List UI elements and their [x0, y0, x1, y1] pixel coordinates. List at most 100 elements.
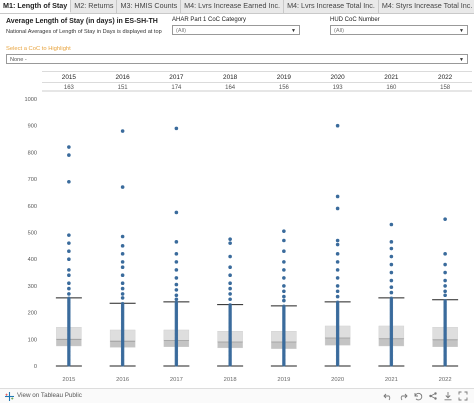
outlier-point	[282, 289, 286, 294]
data-point	[67, 296, 71, 300]
national-average-label: 163	[64, 85, 75, 91]
highlight-dropdown[interactable]: None - ▼	[6, 54, 468, 64]
outlier-point	[335, 206, 340, 211]
national-average-label: 164	[225, 85, 236, 91]
column-year-label: 2019	[277, 74, 292, 81]
outlier-point	[335, 276, 340, 280]
chart-subtitle: National Averages of Length of Stay in D…	[6, 29, 162, 35]
length-of-stay-chart: 0 100 200 300 400 500 600 700 800 900 1000 2015 163 2…	[25, 71, 472, 383]
y-tick-label: 800	[28, 150, 37, 156]
outlier-point	[67, 233, 71, 237]
undo-icon[interactable]	[383, 391, 393, 401]
y-tick-label: 200	[28, 311, 37, 317]
outlier-point	[389, 222, 394, 227]
outlier-point	[174, 293, 179, 298]
tab-item[interactable]: M3: HMIS Counts	[117, 0, 182, 13]
x-tick-label: 2019	[277, 377, 290, 383]
outlier-point	[282, 238, 286, 243]
chevron-down-icon: ▼	[291, 28, 296, 34]
ahar-filter-dropdown[interactable]: (All) ▼	[172, 25, 300, 35]
outlier-point	[335, 289, 340, 294]
outlier-point	[67, 286, 71, 291]
tab-item[interactable]: M4: Lvrs Increase Earned Inc.	[181, 0, 285, 13]
tab-item[interactable]: M4: Styrs Increase Total Inc.	[379, 0, 474, 13]
tab-item[interactable]: M2: Returns	[71, 0, 118, 13]
outlier-point	[443, 252, 447, 256]
outlier-point	[443, 278, 447, 283]
outlier-point	[282, 294, 286, 299]
outlier-point	[335, 242, 340, 247]
download-icon[interactable]	[443, 391, 453, 401]
outlier-point	[120, 265, 125, 270]
outlier-point	[67, 241, 71, 245]
outlier-point	[174, 126, 179, 131]
outlier-point	[335, 123, 340, 128]
outlier-point	[389, 254, 394, 259]
outlier-point	[67, 257, 71, 261]
outlier-point	[120, 252, 125, 256]
outlier-point	[443, 284, 447, 288]
hud-filter-label: HUD CoC Number	[330, 17, 380, 23]
tableau-logo-icon	[5, 392, 14, 401]
fullscreen-icon[interactable]	[458, 391, 468, 401]
data-point	[282, 304, 286, 308]
outlier-point	[443, 262, 447, 267]
outlier-point	[443, 270, 447, 275]
view-on-tableau-link[interactable]: View on Tableau Public	[17, 392, 82, 399]
outlier-point	[67, 273, 71, 278]
footer-toolbar	[383, 391, 468, 401]
outlier-point	[67, 268, 71, 272]
outlier-point	[282, 268, 286, 272]
y-tick-label: 300	[28, 284, 37, 290]
hud-filter-dropdown[interactable]: (All) ▼	[330, 25, 468, 35]
outlier-point	[67, 249, 71, 253]
outlier-point	[389, 270, 394, 275]
x-tick-label: 2017	[170, 377, 183, 383]
tab-item[interactable]: M1: Length of Stay	[0, 0, 72, 13]
x-tick-label: 2016	[116, 377, 129, 383]
outlier-point	[120, 292, 125, 296]
revert-icon[interactable]	[413, 391, 423, 401]
x-tick-label: 2015	[62, 377, 75, 383]
outlier-point	[389, 278, 394, 283]
outlier-point	[174, 210, 179, 215]
data-point	[174, 300, 179, 304]
data-point	[443, 299, 447, 303]
outlier-point	[228, 281, 232, 286]
footer-bar: View on Tableau Public	[0, 388, 474, 403]
outlier-point	[443, 293, 447, 298]
y-tick-label: 100	[28, 337, 37, 343]
outlier-point	[174, 282, 179, 287]
chart-title: Average Length of Stay (in days) in ES-S…	[6, 18, 158, 25]
national-average-label: 160	[386, 85, 397, 91]
outlier-point	[335, 238, 340, 243]
outlier-point	[282, 260, 286, 264]
outlier-point	[282, 249, 286, 253]
column-year-label: 2022	[438, 74, 453, 81]
y-tick-label: 400	[28, 257, 37, 263]
hud-filter-value: (All)	[334, 28, 344, 34]
share-icon[interactable]	[428, 391, 438, 401]
highlight-value: None -	[10, 57, 27, 63]
outlier-point	[174, 288, 179, 292]
y-tick-label: 0	[34, 364, 37, 370]
data-point	[389, 296, 394, 300]
x-tick-label: 2020	[331, 377, 344, 383]
outlier-point	[228, 297, 232, 302]
outlier-point	[228, 237, 232, 241]
outlier-point	[120, 296, 125, 300]
y-tick-label: 900	[28, 124, 37, 130]
y-tick-label: 500	[28, 231, 37, 237]
outlier-point	[282, 284, 286, 288]
outlier-point	[174, 268, 179, 272]
redo-icon[interactable]	[398, 391, 408, 401]
outlier-point	[174, 260, 179, 264]
tab-item[interactable]: M4: Lvrs Increase Total Inc.	[284, 0, 379, 13]
national-average-label: 158	[440, 85, 451, 91]
outlier-point	[174, 297, 179, 302]
outlier-point	[174, 252, 179, 256]
highlight-label: Select a CoC to Highlight	[6, 46, 71, 52]
chevron-down-icon: ▼	[459, 28, 464, 34]
outlier-point	[120, 129, 125, 133]
outlier-point	[389, 246, 394, 251]
